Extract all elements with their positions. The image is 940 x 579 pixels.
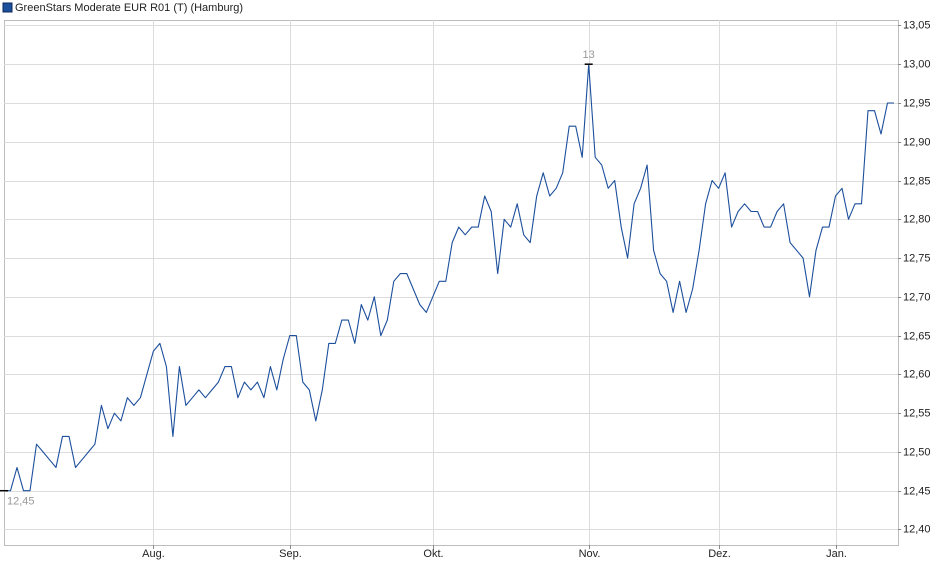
- y-tick-label: 12,60: [903, 368, 931, 380]
- y-tick-label: 12,95: [903, 97, 931, 109]
- x-tick-label: Nov.: [579, 548, 601, 560]
- legend-label: GreenStars Moderate EUR R01 (T) (Hamburg…: [15, 2, 243, 14]
- x-tick-label: Aug.: [142, 548, 165, 560]
- y-tick-label: 12,90: [903, 136, 931, 148]
- x-tick-label: Sep.: [279, 548, 302, 560]
- y-tick-label: 12,65: [903, 330, 931, 342]
- y-tick-label: 12,45: [903, 485, 931, 497]
- plot-area: [4, 20, 899, 546]
- y-tick-label: 12,70: [903, 291, 931, 303]
- y-tick-label: 12,75: [903, 252, 931, 264]
- x-tick-label: Jan.: [826, 548, 847, 560]
- y-tick-label: 13,00: [903, 58, 931, 70]
- series-line: [4, 63, 894, 492]
- y-tick-label: 12,50: [903, 446, 931, 458]
- x-tick-label: Okt.: [423, 548, 443, 560]
- y-tick-label: 12,55: [903, 407, 931, 419]
- x-tick-label: Dez.: [708, 548, 731, 560]
- legend-swatch: [2, 2, 13, 13]
- y-tick-label: 12,80: [903, 213, 931, 225]
- value-label: 13: [583, 49, 595, 61]
- value-label: 12,45: [7, 496, 35, 508]
- y-tick-label: 13,05: [903, 19, 931, 31]
- y-tick-label: 12,40: [903, 523, 931, 535]
- y-tick-label: 12,85: [903, 175, 931, 187]
